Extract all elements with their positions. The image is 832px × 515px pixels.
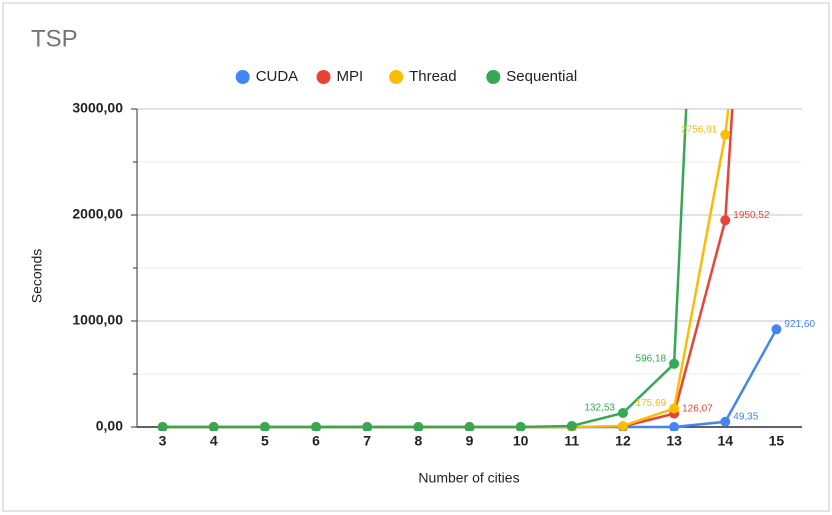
legend-label: Sequential [506, 68, 577, 85]
x-tick-label: 9 [466, 433, 474, 449]
data-point [311, 422, 322, 431]
x-tick-label: 3 [159, 433, 167, 449]
x-tick-label: 12 [615, 433, 631, 449]
data-point [669, 358, 680, 369]
data-label: 596,18 [636, 353, 667, 364]
legend: CUDA MPI Thread Sequential [235, 68, 577, 85]
legend-label: Thread [409, 68, 457, 85]
data-point [771, 324, 782, 335]
data-point [413, 422, 424, 431]
y-tick-label: 1000,00 [72, 312, 123, 328]
y-tick-label: 0,00 [96, 418, 123, 434]
data-point [617, 420, 628, 431]
data-point [566, 420, 577, 431]
legend-swatch [316, 70, 331, 84]
x-tick-label: 15 [769, 433, 785, 449]
x-axis-label: Number of cities [418, 470, 519, 486]
legend-swatch [486, 70, 501, 84]
series-line [162, 109, 688, 429]
data-point [720, 215, 731, 226]
y-axis-label: Seconds [29, 249, 45, 303]
x-tick-label: 8 [414, 433, 422, 449]
x-tick-label: 13 [666, 433, 682, 449]
data-point [515, 422, 526, 431]
data-point [669, 403, 680, 414]
data-label: 126,07 [682, 403, 713, 414]
data-point [720, 129, 731, 140]
data-label: 175,69 [636, 398, 667, 409]
legend-swatch [389, 70, 404, 84]
data-point [208, 422, 219, 431]
y-tick-label: 3000,00 [72, 100, 123, 116]
x-tick-label: 5 [261, 433, 269, 449]
x-tick-label: 14 [717, 433, 733, 449]
data-label: 2756,91 [681, 124, 718, 135]
data-label: 132,53 [584, 403, 615, 414]
data-label: 49,35 [733, 411, 758, 422]
legend-label: CUDA [256, 68, 299, 85]
data-point [157, 422, 168, 431]
data-point [259, 422, 270, 431]
data-label: 921,60 [784, 319, 815, 330]
data-label: 1950,52 [733, 210, 770, 221]
legend-swatch [235, 70, 250, 84]
x-tick-label: 10 [513, 433, 529, 449]
data-point [720, 416, 731, 427]
plot-area [157, 109, 782, 431]
y-tick-label: 2000,00 [72, 206, 123, 222]
data-point [617, 407, 628, 418]
data-point [362, 422, 373, 431]
legend-label: MPI [337, 68, 364, 85]
data-point [669, 422, 680, 431]
x-tick-label: 7 [363, 433, 371, 449]
x-tick-label: 6 [312, 433, 320, 449]
chart-title: TSP [31, 25, 78, 52]
x-tick-label: 4 [210, 433, 218, 449]
x-tick-label: 11 [564, 433, 579, 449]
data-point [464, 422, 475, 431]
